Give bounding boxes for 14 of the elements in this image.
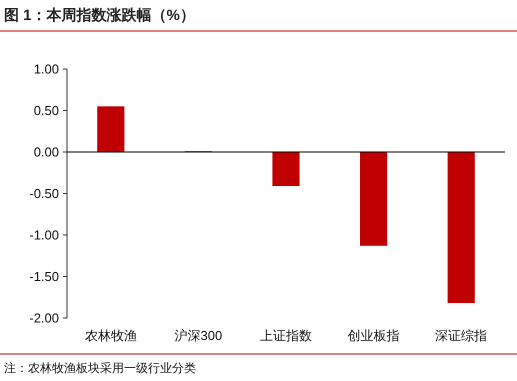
text: 注：农林牧渔板块采用一级行业分类	[4, 361, 196, 375]
y-tick-label: 0.00	[34, 144, 59, 160]
x-tick-label: 沪深300	[174, 328, 222, 343]
y-tick-label: 1.00	[34, 62, 59, 76]
chart-title: 图 1：本周指数涨跌幅（%）	[4, 7, 195, 24]
y-tick-label: 0.50	[34, 103, 59, 118]
x-tick-label: 深证综指	[435, 328, 488, 343]
x-tick-label: 上证指数	[260, 328, 312, 343]
x-tick-label: 创业板指	[348, 328, 400, 343]
x-tick-label: 农林牧渔	[84, 328, 137, 343]
y-tick-label: -1.50	[29, 269, 59, 284]
y-tick-label: -1.00	[29, 228, 59, 242]
y-tick-label: -0.50	[29, 186, 59, 201]
y-tick-label: -2.00	[29, 310, 59, 326]
